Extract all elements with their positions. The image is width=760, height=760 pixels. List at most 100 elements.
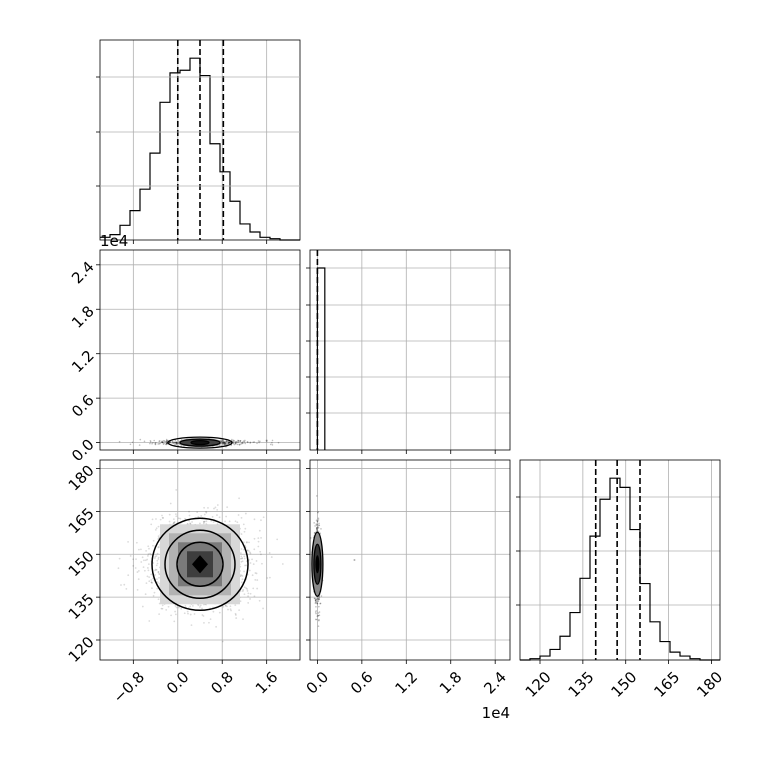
joint-p1-p2-point: [236, 443, 239, 446]
joint-p1-p2-point: [231, 438, 233, 441]
joint-p1-p3-point: [174, 513, 177, 516]
joint-p1-p3-point: [205, 520, 208, 523]
joint-p1-p3-point: [190, 624, 193, 627]
joint-p1-p2-point: [175, 441, 178, 444]
joint-p1-p3-contour-outer: [151, 517, 249, 612]
joint-p2-p3-point: [317, 600, 320, 603]
joint-p1-p3-point: [254, 572, 257, 574]
joint-p1-p2-point: [259, 440, 261, 443]
joint-p1-p3-point: [188, 519, 191, 522]
joint-p1-p2-point: [241, 441, 243, 444]
joint-p1-p3-point: [240, 560, 243, 563]
joint-p1-p2-point: [169, 441, 171, 443]
joint-p1-p2-point: [223, 442, 225, 445]
joint-p1-p3-point: [243, 593, 246, 596]
joint-p1-p2-point: [177, 440, 180, 442]
joint-p1-p2-point: [160, 441, 163, 443]
joint-p1-p3-point: [229, 608, 232, 611]
joint-p2-p3-point: [317, 614, 320, 617]
joint-p1-p2-point: [234, 442, 237, 444]
joint-p1-p3-point: [216, 504, 219, 506]
joint-p1-p3-point: [253, 595, 256, 598]
joint-p1-p2-point: [239, 440, 242, 442]
joint-p2-p3-xtick-label-2: 1.2: [391, 668, 421, 698]
joint-p1-p3-point: [266, 577, 269, 579]
joint-p1-p3-point: [140, 548, 142, 551]
joint-p1-p3-point: [210, 519, 213, 522]
joint-p2-p3-point: [315, 519, 318, 522]
joint-p1-p3-point: [136, 571, 139, 573]
joint-p1-p3-point: [256, 579, 259, 581]
joint-p1-p3-point: [203, 506, 206, 509]
joint-p1-p3-point: [257, 540, 260, 543]
joint-p1-p3-point: [241, 578, 244, 581]
joint-p1-p3-point: [249, 562, 252, 564]
joint-p2-p3-point: [318, 611, 321, 613]
joint-p1-p3-point: [208, 621, 210, 624]
joint-p1-p3-point: [173, 620, 176, 623]
joint-p1-p3-point: [123, 583, 126, 586]
joint-p1-p3-point: [246, 590, 249, 592]
joint-p1-p3-point: [227, 608, 229, 611]
joint-p1-p3-point: [150, 579, 153, 581]
joint-p1-p2-point: [131, 441, 134, 444]
joint-p1-p3-point: [142, 566, 145, 569]
joint-p1-p3-point: [183, 612, 186, 615]
joint-p1-p3-point: [234, 612, 237, 615]
joint-p1-p3-point: [175, 489, 178, 491]
joint-p1-p3-point: [162, 517, 165, 519]
joint-p1-p3-frame: [99, 459, 301, 661]
joint-p1-p2-point: [266, 439, 268, 442]
joint-p1-p2-point: [157, 443, 159, 445]
hist-p3-xtick-label-3: 165: [650, 668, 683, 701]
joint-p1-p3-point: [157, 598, 160, 601]
joint-p1-p2-point: [232, 439, 235, 442]
joint-p1-p2-point: [246, 441, 249, 443]
joint-p2-p3-point: [319, 532, 322, 535]
joint-p2-p3-point: [318, 614, 321, 617]
joint-p1-p3-xtick-label-0: −0.8: [110, 668, 148, 706]
joint-p2-p3-point: [318, 598, 320, 601]
joint-p1-p3-point: [155, 564, 158, 567]
joint-p1-p2-point: [175, 442, 178, 445]
joint-p1-p2-point: [139, 438, 142, 441]
joint-p1-p2-ytick-label-0: 0.0: [68, 436, 98, 466]
joint-p1-p2-point: [164, 440, 167, 443]
joint-p1-p3-point: [173, 521, 176, 523]
joint-p2-p3-point: [315, 618, 318, 621]
joint-p1-p2-point: [265, 439, 268, 442]
joint-p1-p2-point: [235, 441, 238, 443]
joint-p1-p3-ytick-label-3: 165: [65, 504, 98, 537]
joint-p1-p3-point: [246, 549, 249, 552]
joint-p1-p3-point: [230, 609, 232, 612]
joint-p1-p2-point: [225, 440, 227, 443]
joint-p2-p3-point: [315, 528, 318, 530]
joint-p1-p3-point: [157, 546, 160, 549]
joint-p1-p3-point: [213, 507, 215, 510]
joint-p1-p3-point: [270, 556, 273, 558]
joint-p1-p2-point: [225, 443, 228, 446]
joint-p1-p3-point: [127, 541, 129, 543]
joint-p1-p2-point: [222, 440, 224, 443]
joint-p2-p3-point: [318, 524, 321, 527]
joint-p1-p3-point: [117, 567, 120, 570]
joint-p1-p3-point: [247, 602, 250, 604]
joint-p1-p2-point: [257, 440, 260, 442]
joint-p1-p3-point: [253, 537, 256, 540]
joint-p1-p3-contour-core: [192, 555, 208, 574]
hist-p3-xtick-label-1: 135: [565, 668, 598, 701]
joint-p1-p3-point: [157, 535, 160, 538]
joint-p1-p3-point: [216, 514, 218, 516]
joint-p1-p2-point: [129, 443, 132, 446]
joint-p1-p2-point: [223, 443, 226, 446]
joint-p1-p3-point: [154, 569, 156, 572]
joint-p1-p3-point: [125, 587, 128, 590]
joint-p1-p3-point: [241, 590, 244, 593]
joint-p1-p3-point: [202, 520, 205, 523]
joint-p1-p3-point: [249, 598, 251, 600]
joint-p1-p2-point: [223, 443, 226, 445]
joint-p1-p2-point: [175, 441, 178, 444]
joint-p1-p2-point: [242, 440, 245, 442]
joint-p1-p2-point: [155, 441, 157, 444]
